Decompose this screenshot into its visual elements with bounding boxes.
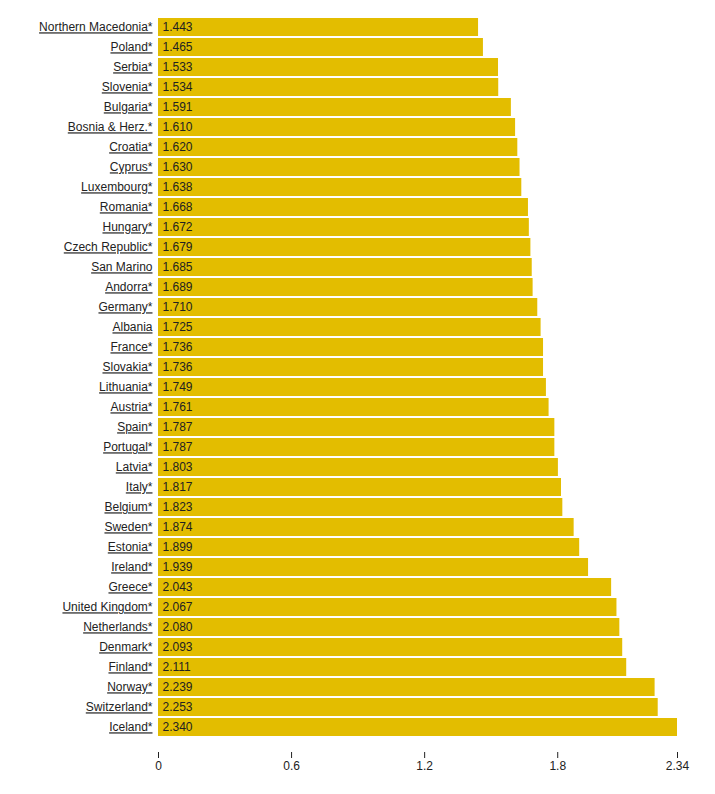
svg-text:1.939: 1.939 <box>163 560 193 574</box>
svg-text:Romania*: Romania* <box>100 200 153 214</box>
svg-text:1.823: 1.823 <box>163 500 193 514</box>
svg-text:France*: France* <box>110 340 152 354</box>
svg-text:Cyprus*: Cyprus* <box>110 160 153 174</box>
svg-text:1.638: 1.638 <box>163 180 193 194</box>
svg-text:United Kingdom*: United Kingdom* <box>62 600 152 614</box>
svg-text:Latvia*: Latvia* <box>116 460 153 474</box>
svg-text:1.710: 1.710 <box>163 300 193 314</box>
svg-text:1.591: 1.591 <box>163 100 193 114</box>
svg-text:1.610: 1.610 <box>163 120 193 134</box>
svg-text:1.679: 1.679 <box>163 240 193 254</box>
svg-text:2.253: 2.253 <box>163 700 193 714</box>
svg-text:1.2: 1.2 <box>416 759 433 773</box>
svg-text:Hungary*: Hungary* <box>102 220 152 234</box>
svg-text:Germany*: Germany* <box>98 300 152 314</box>
svg-text:1.668: 1.668 <box>163 200 193 214</box>
svg-text:Bulgaria*: Bulgaria* <box>104 100 153 114</box>
svg-text:1.817: 1.817 <box>163 480 193 494</box>
svg-text:Bosnia & Herz.*: Bosnia & Herz.* <box>68 120 153 134</box>
svg-text:Norway*: Norway* <box>107 680 153 694</box>
svg-text:1.874: 1.874 <box>163 520 193 534</box>
svg-text:0.6: 0.6 <box>283 759 300 773</box>
svg-text:Ireland*: Ireland* <box>111 560 153 574</box>
svg-text:2.34: 2.34 <box>666 759 690 773</box>
svg-text:1.534: 1.534 <box>163 80 193 94</box>
svg-text:Denmark*: Denmark* <box>99 640 153 654</box>
svg-text:1.899: 1.899 <box>163 540 193 554</box>
svg-text:Italy*: Italy* <box>126 480 153 494</box>
svg-text:2.043: 2.043 <box>163 580 193 594</box>
svg-text:Finland*: Finland* <box>108 660 152 674</box>
svg-text:2.067: 2.067 <box>163 600 193 614</box>
svg-text:2.239: 2.239 <box>163 680 193 694</box>
svg-text:Slovenia*: Slovenia* <box>102 80 153 94</box>
svg-text:1.749: 1.749 <box>163 380 193 394</box>
svg-text:Greece*: Greece* <box>108 580 152 594</box>
svg-text:2.093: 2.093 <box>163 640 193 654</box>
svg-text:Netherlands*: Netherlands* <box>83 620 153 634</box>
svg-text:2.080: 2.080 <box>163 620 193 634</box>
svg-text:Croatia*: Croatia* <box>109 140 153 154</box>
svg-text:1.787: 1.787 <box>163 440 193 454</box>
svg-text:1.761: 1.761 <box>163 400 193 414</box>
svg-text:Portugal*: Portugal* <box>103 440 153 454</box>
svg-text:Luxembourg*: Luxembourg* <box>81 180 153 194</box>
svg-text:Sweden*: Sweden* <box>104 520 152 534</box>
svg-text:Austria*: Austria* <box>110 400 152 414</box>
svg-text:1.787: 1.787 <box>163 420 193 434</box>
svg-text:Albania: Albania <box>112 320 152 334</box>
svg-text:1.725: 1.725 <box>163 320 193 334</box>
svg-text:Andorra*: Andorra* <box>105 280 153 294</box>
svg-text:1.8: 1.8 <box>549 759 566 773</box>
svg-text:1.803: 1.803 <box>163 460 193 474</box>
svg-text:Czech Republic*: Czech Republic* <box>64 240 153 254</box>
svg-text:1.736: 1.736 <box>163 340 193 354</box>
svg-text:0: 0 <box>155 759 162 773</box>
svg-text:Belgium*: Belgium* <box>104 500 152 514</box>
svg-text:1.736: 1.736 <box>163 360 193 374</box>
svg-text:1.533: 1.533 <box>163 60 193 74</box>
svg-text:Slovakia*: Slovakia* <box>102 360 152 374</box>
svg-text:Spain*: Spain* <box>117 420 153 434</box>
svg-text:2.340: 2.340 <box>163 720 193 734</box>
svg-text:Estonia*: Estonia* <box>108 540 153 554</box>
svg-text:1.465: 1.465 <box>163 40 193 54</box>
svg-text:1.672: 1.672 <box>163 220 193 234</box>
svg-text:1.620: 1.620 <box>163 140 193 154</box>
svg-text:Northern Macedonia*: Northern Macedonia* <box>39 20 153 34</box>
svg-text:Lithuania*: Lithuania* <box>99 380 153 394</box>
svg-text:Poland*: Poland* <box>110 40 152 54</box>
svg-text:Iceland*: Iceland* <box>109 720 153 734</box>
svg-text:2.111: 2.111 <box>163 660 192 674</box>
svg-text:1.689: 1.689 <box>163 280 193 294</box>
svg-text:Serbia*: Serbia* <box>113 60 153 74</box>
svg-text:Switzerland*: Switzerland* <box>86 700 153 714</box>
svg-text:1.630: 1.630 <box>163 160 193 174</box>
svg-text:1.443: 1.443 <box>163 20 193 34</box>
svg-text:San Marino: San Marino <box>91 260 153 274</box>
svg-text:1.685: 1.685 <box>163 260 193 274</box>
